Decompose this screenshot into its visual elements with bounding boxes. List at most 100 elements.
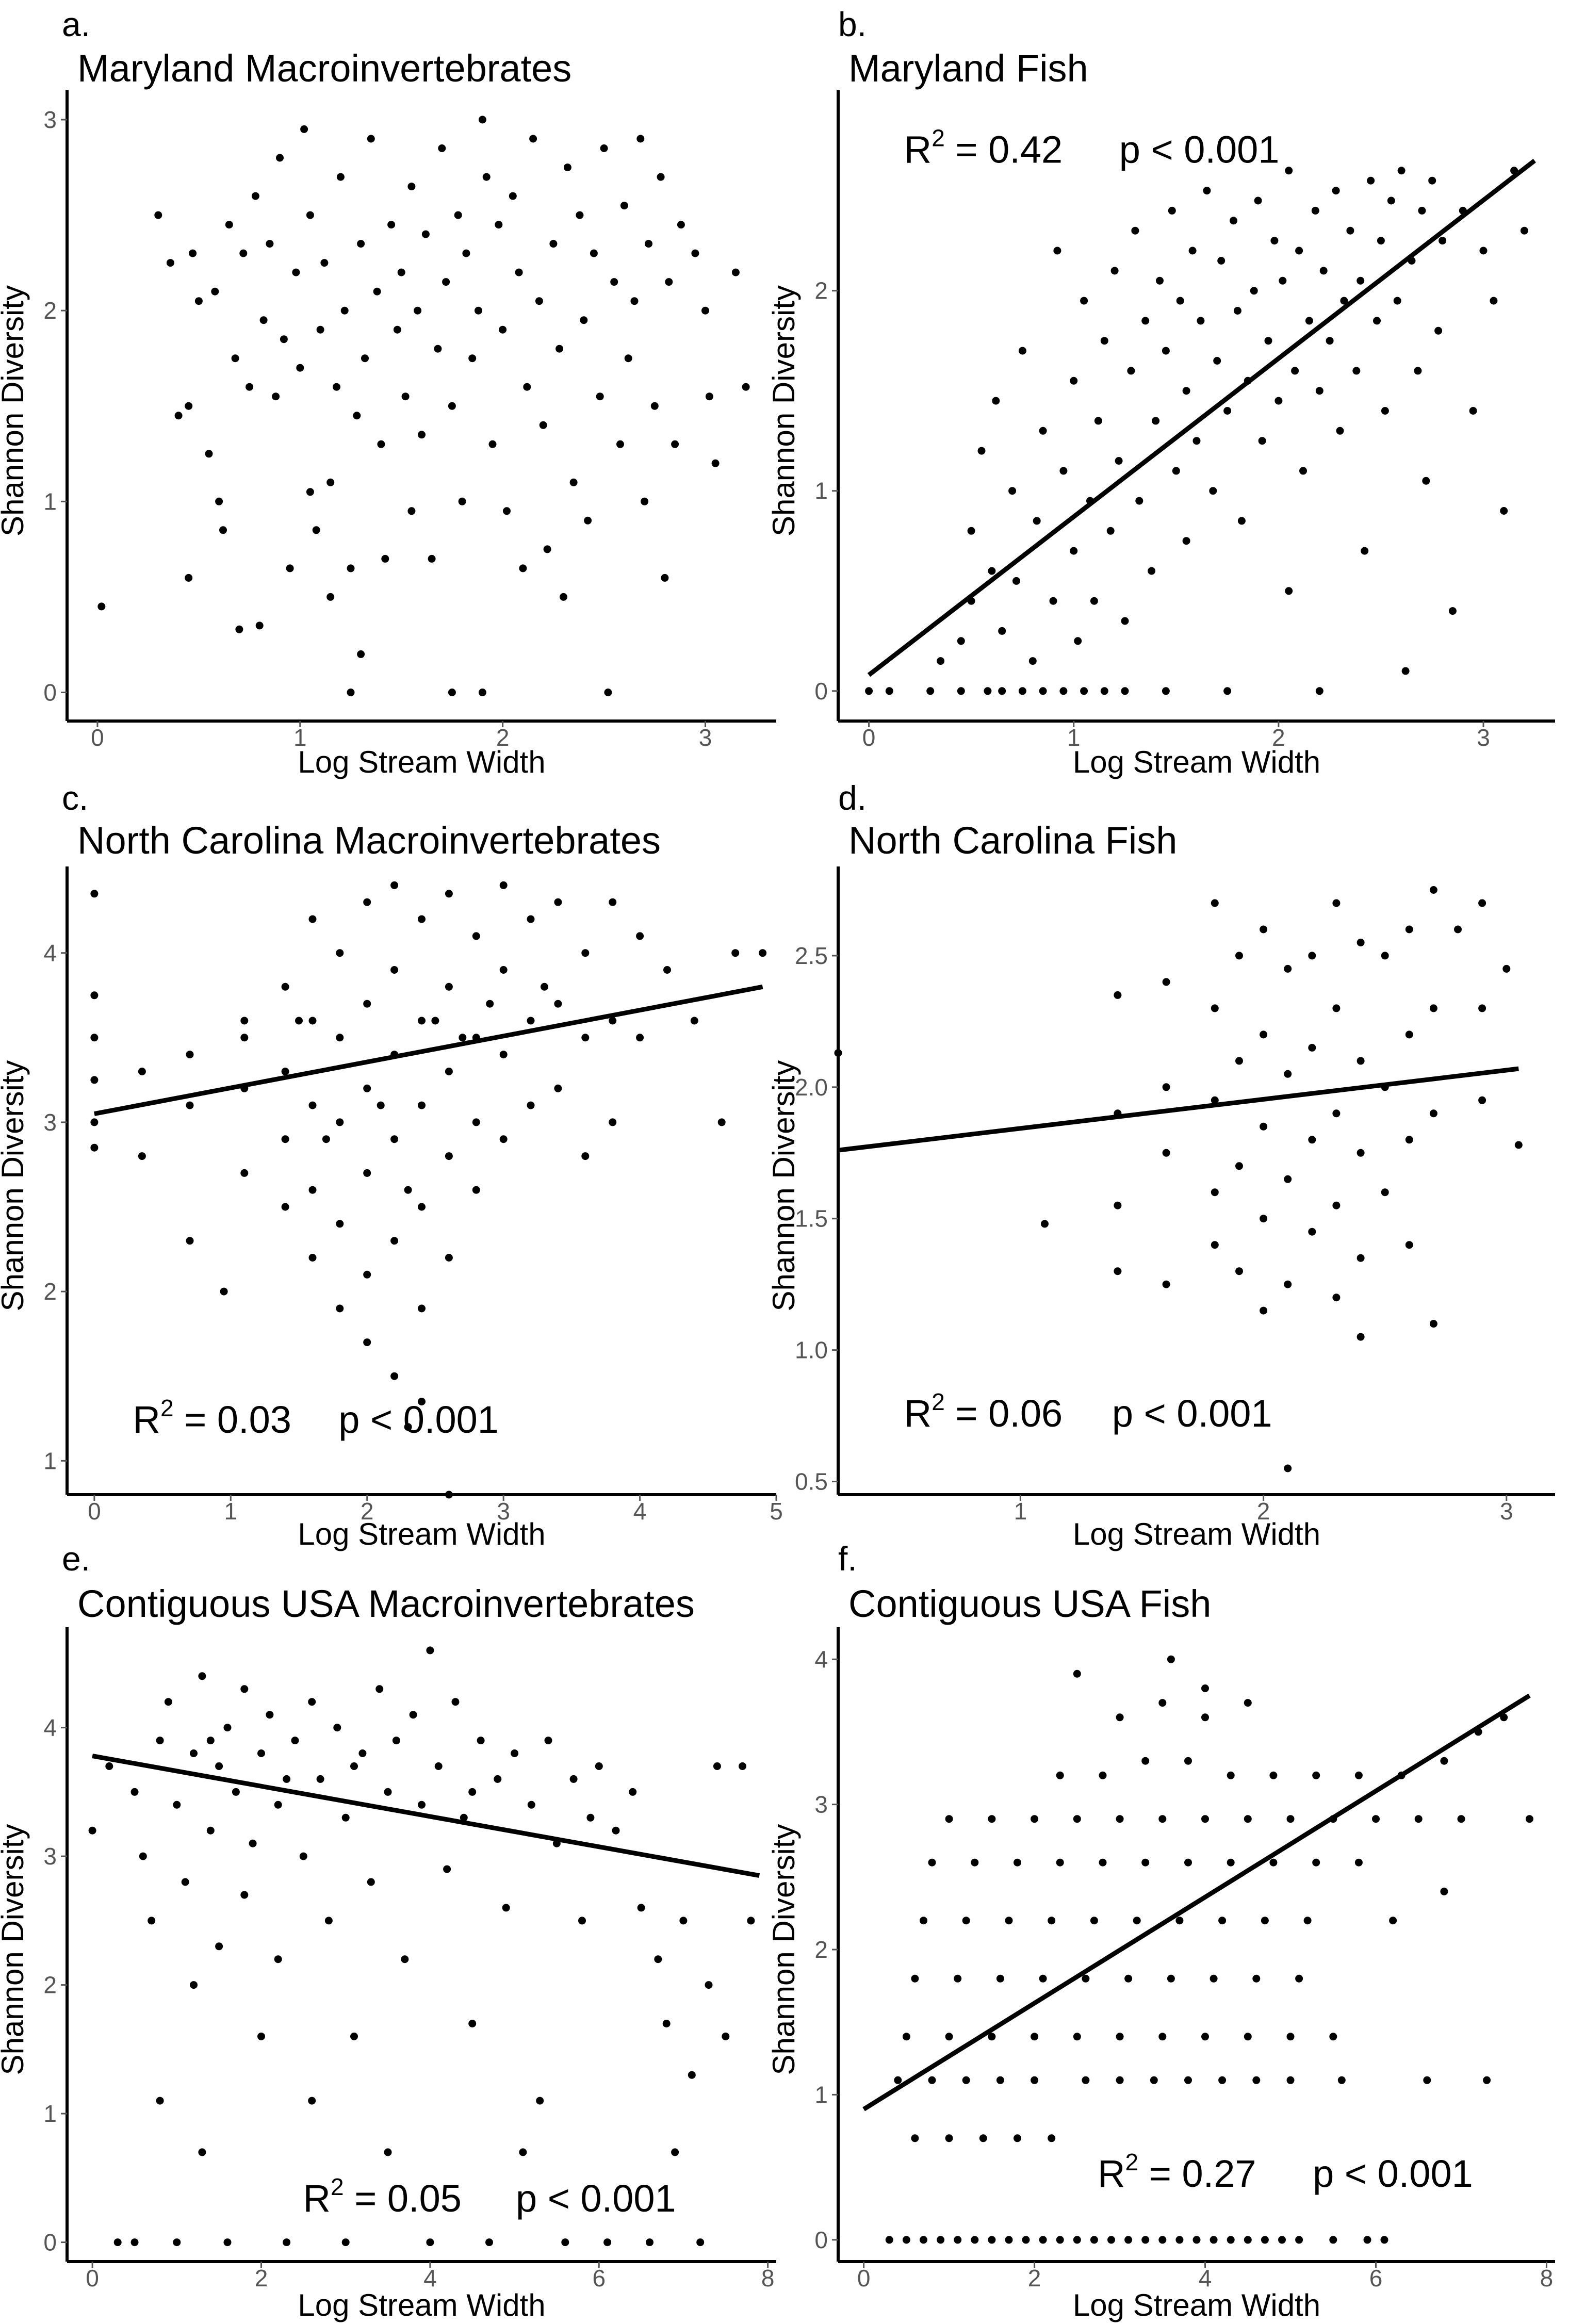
data-point [620, 202, 628, 210]
data-point [1227, 1771, 1235, 1779]
data-point [272, 392, 280, 401]
data-point [527, 1801, 535, 1809]
data-point [1454, 925, 1462, 934]
data-point [1184, 1858, 1192, 1867]
data-point [1235, 1267, 1243, 1275]
y-tick-label: 0 [43, 679, 57, 706]
data-point [468, 354, 477, 363]
data-point [139, 1852, 147, 1860]
data-point [603, 2238, 612, 2247]
data-point [1332, 1109, 1341, 1118]
data-point [609, 1017, 617, 1025]
y-axis-label: Shannon Diversity [0, 1824, 30, 2075]
data-point [1500, 507, 1508, 515]
data-point [1244, 1699, 1252, 1707]
data-point [554, 1000, 562, 1008]
data-point [1059, 467, 1068, 475]
data-point [1429, 1109, 1437, 1118]
data-point [336, 949, 344, 957]
y-tick-label: 2 [814, 277, 828, 304]
data-point [1279, 276, 1287, 285]
data-point [561, 2238, 569, 2247]
data-point [1235, 952, 1243, 960]
data-point [549, 240, 558, 248]
data-point [1414, 367, 1422, 375]
data-point [458, 497, 466, 505]
x-axis-label: Log Stream Width [1073, 2288, 1320, 2322]
y-tick-label: 1 [43, 2100, 57, 2127]
data-point [1429, 886, 1437, 894]
data-point [590, 249, 598, 257]
data-point [711, 459, 720, 467]
data-point [220, 1287, 228, 1296]
data-point [920, 2236, 927, 2244]
data-point [1039, 687, 1047, 695]
data-point [834, 1049, 842, 1057]
data-point [240, 1017, 249, 1025]
data-point [759, 949, 767, 957]
r-squared-annotation: R2 = 0.06 [904, 1388, 1063, 1435]
data-point [988, 1815, 996, 1823]
data-point [1483, 2076, 1491, 2084]
data-point [353, 412, 361, 420]
data-point [381, 554, 389, 563]
data-point [523, 383, 531, 391]
panel-title: Contiguous USA Macroinvertebrates [77, 1582, 695, 1625]
y-axis-label: Shannon Diversity [0, 285, 30, 536]
data-point [215, 497, 223, 505]
data-point [1525, 1815, 1533, 1823]
x-tick-label: 6 [592, 2265, 606, 2292]
data-point [1311, 206, 1319, 215]
data-point [205, 450, 213, 458]
data-point [174, 412, 183, 420]
data-point [90, 1076, 99, 1084]
data-point [392, 1737, 400, 1745]
data-point [478, 116, 486, 124]
data-point [295, 1017, 303, 1025]
data-point [690, 1017, 698, 1025]
data-point [308, 1698, 316, 1706]
data-point [472, 932, 480, 940]
data-point [1210, 1974, 1218, 1983]
data-point [426, 1646, 434, 1655]
data-point [257, 1749, 265, 1757]
data-point [1260, 1122, 1268, 1131]
data-point [1315, 387, 1323, 395]
data-point [1210, 2236, 1218, 2244]
regression-line [838, 1066, 1519, 1153]
data-point [1106, 527, 1115, 535]
data-point [448, 689, 456, 696]
y-tick-label: 4 [814, 1646, 828, 1673]
data-point [1028, 657, 1037, 665]
data-point [1192, 437, 1201, 445]
regression-line [862, 1693, 1531, 2112]
data-point [1326, 337, 1334, 345]
x-tick-label: 1 [1014, 1498, 1027, 1525]
data-point [1094, 417, 1102, 425]
data-point [186, 1051, 194, 1059]
data-point [198, 2148, 206, 2156]
data-point [1184, 1757, 1192, 1765]
data-point [641, 497, 649, 505]
p-value-annotation: p < 0.001 [1313, 2152, 1473, 2195]
data-point [90, 1034, 99, 1042]
data-point [1284, 1070, 1292, 1078]
data-point [1252, 2076, 1261, 2084]
data-point [363, 898, 371, 906]
data-point [885, 687, 893, 695]
x-axis-label: Log Stream Width [1073, 1517, 1320, 1551]
data-point [988, 2033, 996, 2041]
data-point [636, 1034, 644, 1042]
data-point [988, 2236, 996, 2244]
data-point [1357, 1149, 1365, 1157]
data-point [731, 949, 740, 957]
data-point [696, 2238, 705, 2247]
panel-letter: c. [62, 779, 88, 817]
data-point [945, 2033, 953, 2041]
data-point [1124, 1974, 1133, 1983]
data-point [324, 1917, 333, 1925]
y-tick-label: 2 [43, 297, 57, 324]
data-point [604, 689, 612, 696]
data-point [1008, 487, 1017, 495]
data-point [438, 144, 446, 152]
